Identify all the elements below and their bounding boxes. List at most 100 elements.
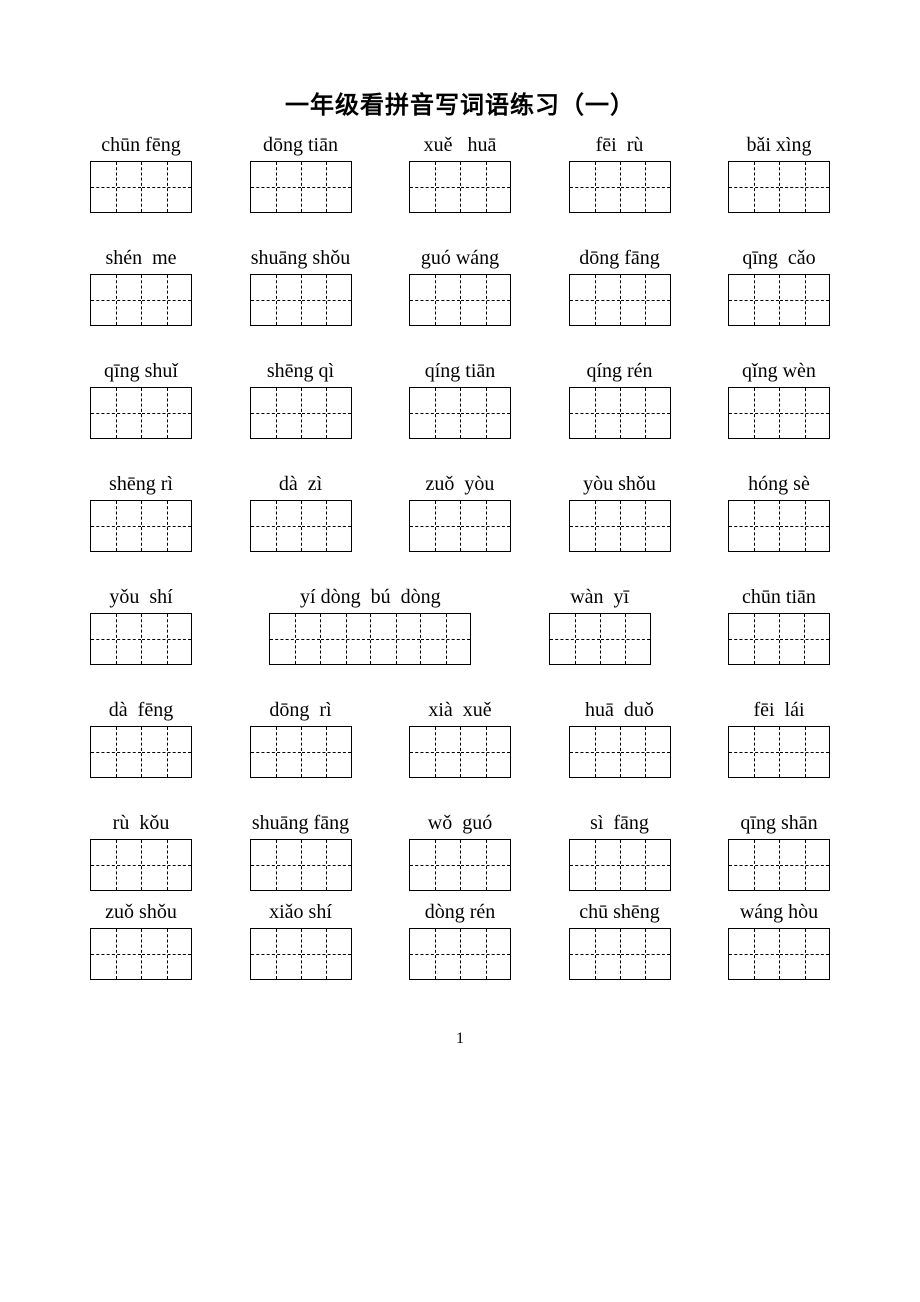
writing-boxes	[250, 726, 352, 778]
writing-cell	[141, 840, 191, 890]
word-item: dà zì	[250, 473, 352, 552]
writing-boxes	[569, 161, 671, 213]
pinyin-label: qīng shān	[740, 812, 817, 835]
writing-cell	[779, 275, 829, 325]
word-item: yǒu shí	[90, 586, 192, 665]
word-item: sì fāng	[569, 812, 671, 891]
word-item: qǐng wèn	[728, 360, 830, 439]
word-item: guó wáng	[409, 247, 511, 326]
writing-cell	[301, 388, 351, 438]
writing-cell	[320, 614, 370, 664]
word-item: qīng shuǐ	[90, 360, 192, 439]
writing-cell	[460, 840, 510, 890]
writing-boxes	[728, 613, 830, 665]
writing-cell	[729, 614, 779, 664]
pinyin-label: bǎi xìng	[747, 134, 812, 157]
pinyin-label: hóng sè	[748, 473, 810, 496]
writing-cell	[141, 501, 191, 551]
page-number: 1	[90, 1030, 830, 1048]
word-item: chūn tiān	[728, 586, 830, 665]
writing-cell	[620, 929, 670, 979]
word-item: qīng cǎo	[728, 247, 830, 326]
word-item: yòu shǒu	[569, 473, 671, 552]
pinyin-label: chū shēng	[579, 901, 660, 924]
word-item: dōng tiān	[250, 134, 352, 213]
writing-cell	[301, 501, 351, 551]
word-row: rù kǒushuāng fāngwǒ guósì fāngqīng shān	[90, 812, 830, 891]
writing-boxes	[728, 161, 830, 213]
pinyin-label: dà zì	[279, 473, 322, 496]
writing-cell	[570, 162, 620, 212]
writing-boxes	[409, 928, 511, 980]
pinyin-label: wǒ guó	[428, 812, 492, 835]
writing-cell	[410, 929, 460, 979]
word-item: xiǎo shí	[250, 901, 352, 980]
writing-cell	[251, 501, 301, 551]
writing-boxes	[269, 613, 471, 665]
writing-cell	[570, 727, 620, 777]
word-row: zuǒ shǒuxiǎo shídòng rénchū shēngwáng hò…	[90, 901, 830, 980]
pinyin-label: xiǎo shí	[269, 901, 332, 924]
writing-boxes	[728, 387, 830, 439]
writing-cell	[460, 388, 510, 438]
writing-cell	[251, 162, 301, 212]
writing-cell	[91, 614, 141, 664]
writing-cell	[570, 388, 620, 438]
pinyin-label: fēi rù	[596, 134, 644, 157]
writing-boxes	[250, 387, 352, 439]
writing-cell	[620, 727, 670, 777]
writing-boxes	[409, 274, 511, 326]
writing-cell	[301, 727, 351, 777]
pinyin-label: dōng tiān	[263, 134, 338, 157]
word-item: qīng shān	[728, 812, 830, 891]
pinyin-label: xià xuě	[428, 699, 491, 722]
writing-cell	[460, 162, 510, 212]
writing-cell	[620, 162, 670, 212]
writing-cell	[91, 501, 141, 551]
writing-cell	[570, 501, 620, 551]
writing-boxes	[569, 928, 671, 980]
writing-cell	[420, 614, 470, 664]
writing-cell	[570, 275, 620, 325]
writing-cell	[410, 840, 460, 890]
writing-cell	[410, 275, 460, 325]
word-item: chū shēng	[569, 901, 671, 980]
writing-boxes	[728, 500, 830, 552]
word-item: dōng rì	[250, 699, 352, 778]
writing-cell	[729, 840, 779, 890]
word-item: shēng qì	[250, 360, 352, 439]
writing-cell	[251, 388, 301, 438]
word-row: qīng shuǐshēng qìqíng tiānqíng rénqǐng w…	[90, 360, 830, 439]
writing-cell	[270, 614, 320, 664]
writing-cell	[779, 727, 829, 777]
writing-boxes	[409, 839, 511, 891]
pinyin-label: shēng qì	[267, 360, 334, 383]
writing-boxes	[728, 839, 830, 891]
writing-cell	[251, 727, 301, 777]
writing-cell	[729, 388, 779, 438]
word-item: hóng sè	[728, 473, 830, 552]
writing-boxes	[250, 274, 352, 326]
writing-cell	[301, 275, 351, 325]
writing-boxes	[250, 500, 352, 552]
writing-boxes	[250, 839, 352, 891]
word-item: zuǒ shǒu	[90, 901, 192, 980]
word-item: wàn yī	[549, 586, 651, 665]
pinyin-label: chūn tiān	[742, 586, 816, 609]
writing-cell	[370, 614, 420, 664]
writing-cell	[141, 388, 191, 438]
writing-cell	[550, 614, 600, 664]
pinyin-label: wàn yī	[570, 586, 629, 609]
writing-cell	[620, 388, 670, 438]
pinyin-label: huā duǒ	[585, 699, 654, 722]
writing-cell	[779, 614, 829, 664]
writing-boxes	[409, 500, 511, 552]
pinyin-label: shuāng shǒu	[251, 247, 350, 270]
pinyin-label: zuǒ shǒu	[105, 901, 177, 924]
writing-cell	[410, 727, 460, 777]
word-item: dà fēng	[90, 699, 192, 778]
word-row: dà fēngdōng rìxià xuěhuā duǒfēi lái	[90, 699, 830, 778]
pinyin-label: yòu shǒu	[583, 473, 656, 496]
rows-container: chūn fēngdōng tiānxuě huāfēi rùbǎi xìngs…	[90, 134, 830, 980]
writing-boxes	[409, 161, 511, 213]
